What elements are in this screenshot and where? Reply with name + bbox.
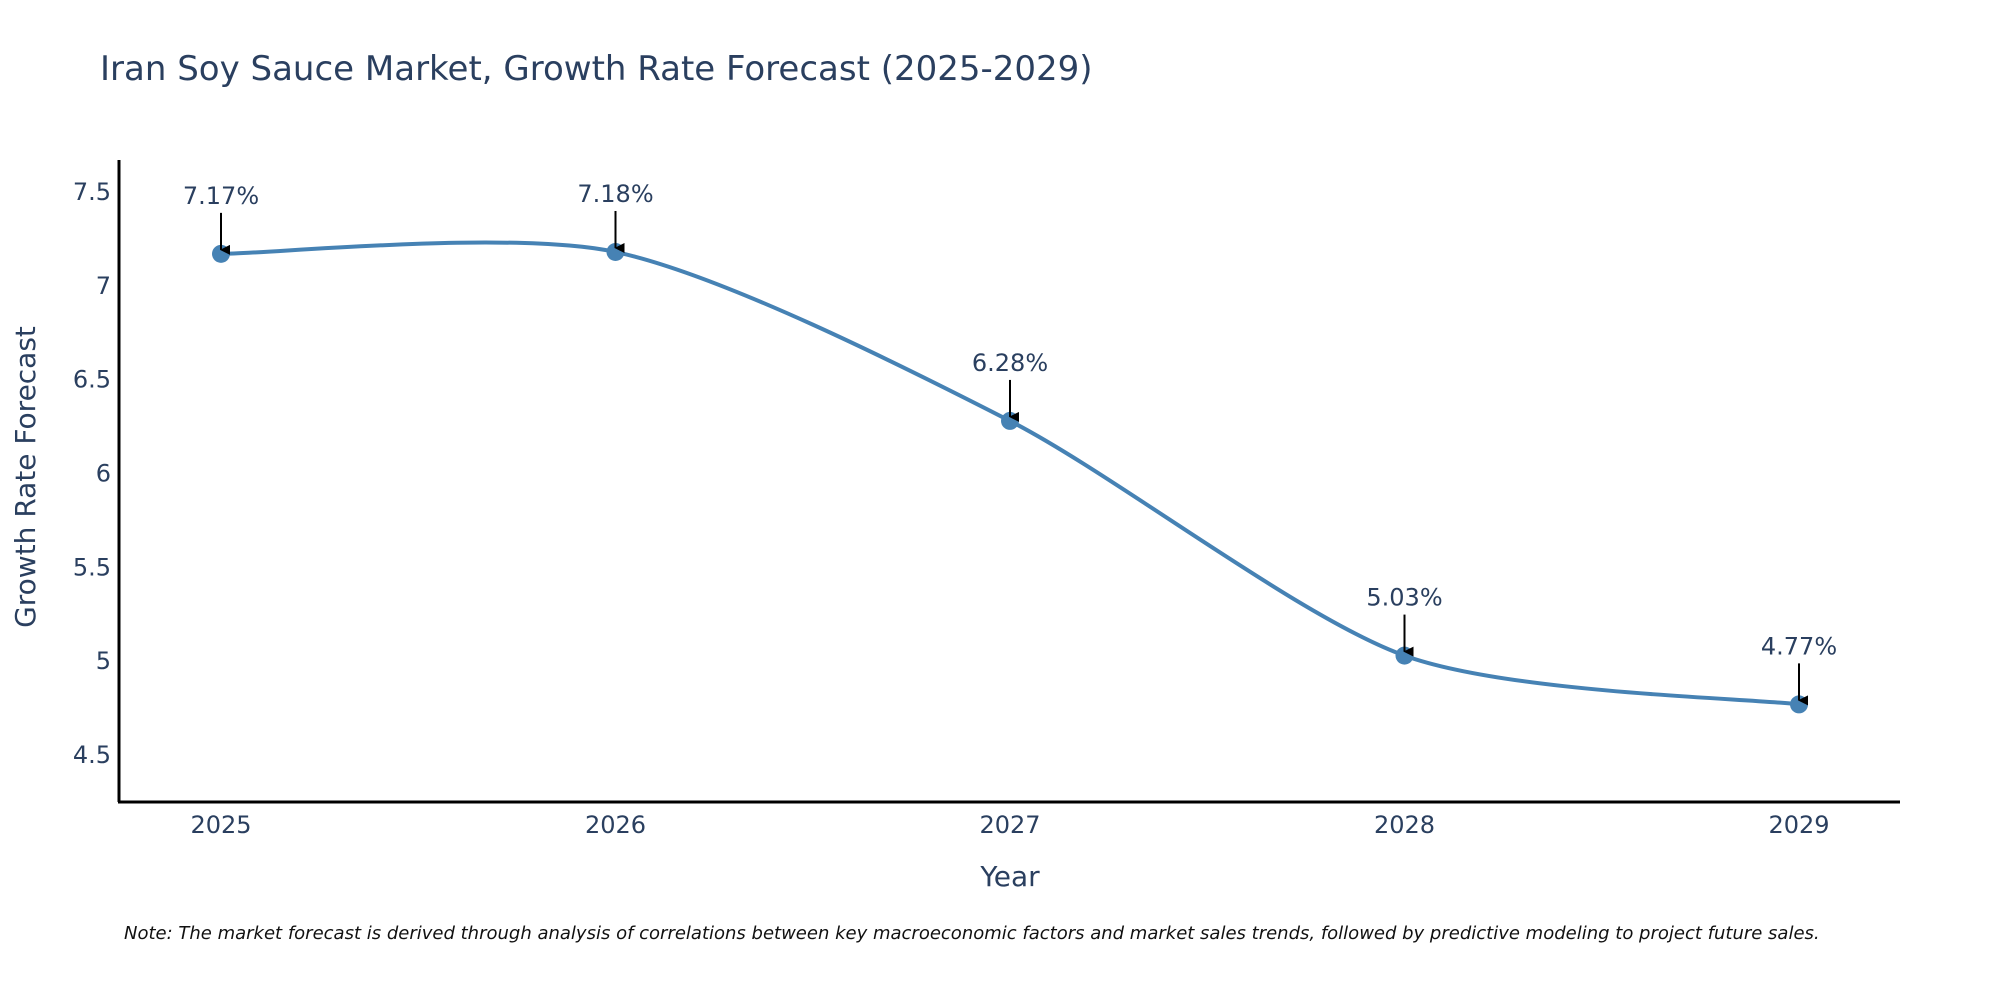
y-tick-label: 6.5: [73, 366, 111, 394]
chart-title: Iran Soy Sauce Market, Growth Rate Forec…: [100, 49, 1093, 89]
y-tick-label: 5: [96, 647, 111, 675]
x-tick-label: 2027: [979, 811, 1040, 839]
x-tick-label: 2026: [585, 811, 646, 839]
y-tick-label: 5.5: [73, 553, 111, 581]
series-line: [220, 240, 1800, 707]
y-tick-label: 4.5: [73, 741, 111, 769]
data-label: 5.03%: [1366, 584, 1442, 612]
data-label: 7.17%: [183, 182, 259, 210]
chart-note: Note: The market forecast is derived thr…: [124, 923, 1820, 944]
series-markers: [212, 242, 1808, 714]
x-tick-label: 2028: [1374, 811, 1435, 839]
data-label: 4.77%: [1761, 632, 1837, 660]
y-tick-label: 6: [96, 459, 111, 487]
x-tick-label: 2029: [1768, 811, 1829, 839]
data-label-annotations: 7.17% 7.18% 6.28% 5.03% 4.77%: [183, 180, 1837, 706]
data-label: 7.18%: [577, 180, 653, 208]
data-label: 6.28%: [972, 349, 1048, 377]
y-axis-title: Growth Rate Forecast: [9, 326, 42, 628]
x-axis-title: Year: [979, 860, 1040, 893]
x-tick-label: 2025: [190, 811, 251, 839]
y-tick-label: 7: [96, 272, 111, 300]
y-axis-ticks: 4.5 5 5.5 6 6.5 7 7.5: [73, 178, 111, 769]
y-tick-label: 7.5: [73, 178, 111, 206]
x-axis-ticks: 2025 2026 2027 2028 2029: [190, 811, 1829, 839]
